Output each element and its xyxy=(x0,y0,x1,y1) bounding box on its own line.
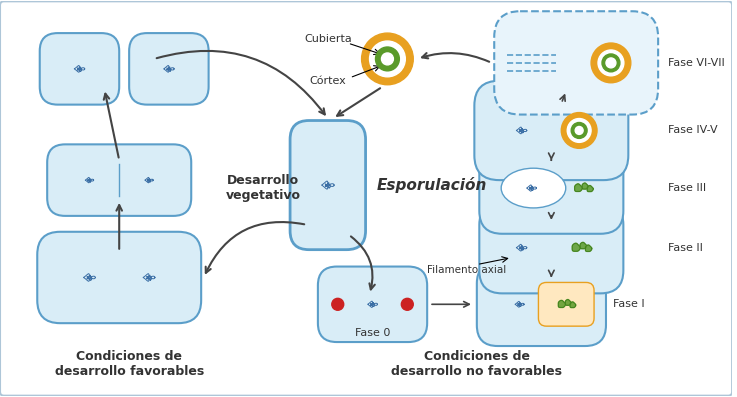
Text: Fase I: Fase I xyxy=(613,299,645,309)
Text: Córtex: Córtex xyxy=(310,76,346,86)
Circle shape xyxy=(362,33,413,85)
Text: Fase III: Fase III xyxy=(668,183,706,193)
Polygon shape xyxy=(572,243,580,251)
FancyBboxPatch shape xyxy=(40,33,119,105)
Circle shape xyxy=(598,50,624,76)
Circle shape xyxy=(332,298,343,310)
FancyBboxPatch shape xyxy=(479,143,624,234)
FancyBboxPatch shape xyxy=(129,33,209,105)
Circle shape xyxy=(571,123,587,139)
Circle shape xyxy=(591,43,631,83)
FancyBboxPatch shape xyxy=(495,11,658,115)
Text: Fase VI-VII: Fase VI-VII xyxy=(668,58,724,68)
FancyBboxPatch shape xyxy=(47,145,191,216)
Text: Condiciones de
desarrollo favorables: Condiciones de desarrollo favorables xyxy=(55,350,203,378)
Circle shape xyxy=(562,113,597,148)
FancyBboxPatch shape xyxy=(475,81,629,180)
Polygon shape xyxy=(575,184,582,191)
Polygon shape xyxy=(580,242,587,249)
Text: Condiciones de
desarrollo no favorables: Condiciones de desarrollo no favorables xyxy=(391,350,562,378)
Polygon shape xyxy=(565,299,571,305)
Polygon shape xyxy=(587,185,593,192)
FancyBboxPatch shape xyxy=(479,202,624,293)
Circle shape xyxy=(402,298,413,310)
Text: Cubierta: Cubierta xyxy=(304,34,352,44)
FancyBboxPatch shape xyxy=(539,282,594,326)
Polygon shape xyxy=(582,183,588,189)
Circle shape xyxy=(369,41,405,77)
Text: Fase IV-V: Fase IV-V xyxy=(668,125,717,135)
Text: Fase 0: Fase 0 xyxy=(354,328,390,338)
Text: Filamento axial: Filamento axial xyxy=(427,264,506,275)
Polygon shape xyxy=(585,245,592,251)
FancyBboxPatch shape xyxy=(290,121,366,250)
FancyBboxPatch shape xyxy=(318,266,427,342)
FancyBboxPatch shape xyxy=(477,262,606,346)
Text: Fase II: Fase II xyxy=(668,243,702,252)
Polygon shape xyxy=(559,301,565,308)
Circle shape xyxy=(606,58,616,68)
Circle shape xyxy=(376,47,399,71)
Ellipse shape xyxy=(501,168,566,208)
Text: Desarrollo
vegetativo: Desarrollo vegetativo xyxy=(226,174,301,202)
Circle shape xyxy=(382,53,394,65)
Text: Esporulación: Esporulación xyxy=(377,177,487,193)
FancyBboxPatch shape xyxy=(38,232,201,323)
Circle shape xyxy=(567,119,591,143)
Polygon shape xyxy=(570,302,576,308)
Circle shape xyxy=(602,54,620,72)
Circle shape xyxy=(575,127,583,135)
